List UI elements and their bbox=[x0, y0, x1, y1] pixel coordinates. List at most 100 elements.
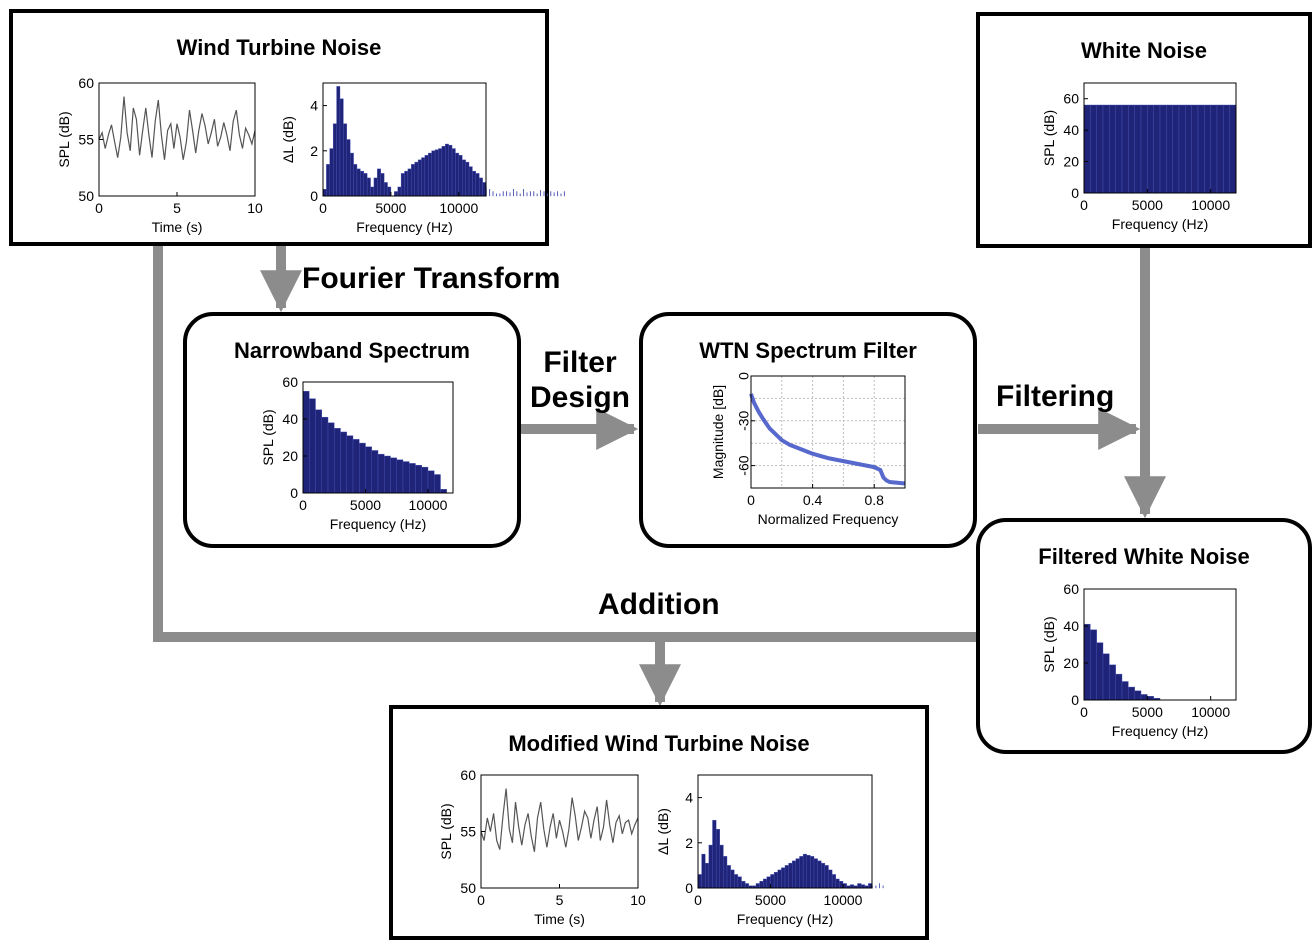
bar bbox=[390, 457, 397, 494]
x-tick-label: 5 bbox=[173, 200, 181, 216]
bar bbox=[448, 144, 453, 197]
bar bbox=[1204, 104, 1211, 194]
box-title: Wind Turbine Noise bbox=[176, 35, 382, 60]
bar bbox=[533, 191, 535, 197]
bar bbox=[479, 177, 483, 197]
x-tick-label: 10 bbox=[630, 892, 646, 908]
bar bbox=[536, 193, 538, 197]
bar bbox=[322, 189, 327, 197]
bar bbox=[458, 155, 463, 197]
bar bbox=[468, 166, 473, 197]
y-axis-label: SPL (dB) bbox=[438, 803, 454, 859]
bar bbox=[860, 884, 865, 889]
bar bbox=[806, 855, 811, 889]
bar bbox=[402, 461, 410, 494]
step-addition: Addition bbox=[598, 588, 720, 621]
box-wtn-spectrum-filter: WTN Spectrum Filter 0 0.4 0.8 0 -30 -60 Normal… bbox=[639, 312, 977, 548]
y-tick-label: 50 bbox=[78, 188, 94, 204]
y-tick-label: 0 bbox=[736, 372, 752, 380]
x-axis-label: Frequency (Hz) bbox=[330, 516, 426, 532]
bar bbox=[434, 149, 439, 197]
bar bbox=[440, 489, 447, 494]
box-title: WTN Spectrum Filter bbox=[699, 338, 917, 363]
y-tick-label: 20 bbox=[282, 448, 298, 464]
bar bbox=[397, 186, 402, 197]
plot-frame bbox=[322, 82, 487, 197]
bar bbox=[529, 191, 531, 197]
line-wtn-to-addition bbox=[153, 244, 662, 642]
wtn-time-plot: 0 5 10 50 55 60 Time (s) SPL (dB) bbox=[56, 75, 263, 235]
bar bbox=[550, 191, 552, 197]
bar bbox=[737, 876, 742, 889]
bar bbox=[755, 883, 760, 889]
bar bbox=[773, 871, 778, 889]
bar bbox=[365, 446, 372, 494]
bar bbox=[377, 168, 381, 197]
y-tick-label: 40 bbox=[282, 411, 298, 427]
x-tick-label: 0.4 bbox=[803, 492, 823, 508]
filtered-noise-spectrum-plot: 0 5000 10000 0 20 40 60 Frequency (Hz) SPL (dB) bbox=[1041, 581, 1237, 739]
bar bbox=[821, 862, 826, 889]
bar bbox=[371, 450, 379, 494]
bar bbox=[875, 885, 877, 889]
bar bbox=[1134, 690, 1142, 701]
bar bbox=[499, 193, 501, 197]
plot-frame bbox=[697, 774, 873, 889]
bar bbox=[526, 192, 528, 197]
y-axis-label: SPL (dB) bbox=[56, 111, 72, 167]
bar bbox=[327, 422, 335, 494]
x-tick-label: 10000 bbox=[1191, 197, 1230, 213]
box-filtered-white-noise: Filtered White Noise 0 5000 10000 0 20 40 60 Fr… bbox=[976, 518, 1312, 754]
y-tick-label: 50 bbox=[460, 880, 476, 896]
box-white-noise: White Noise 0 5000 10000 0 20 40 60 Frequency (… bbox=[976, 12, 1312, 248]
y-tick-label: 0 bbox=[1071, 692, 1079, 708]
step-fourier-transform: Fourier Transform bbox=[302, 262, 561, 295]
x-axis-label: Frequency (Hz) bbox=[1112, 216, 1208, 232]
bar bbox=[777, 869, 782, 889]
bar bbox=[824, 865, 829, 889]
bar bbox=[340, 431, 347, 494]
bar bbox=[1140, 694, 1148, 701]
y-tick-label: 40 bbox=[1063, 618, 1079, 634]
bar bbox=[1109, 104, 1116, 194]
y-tick-label: 20 bbox=[1063, 154, 1079, 170]
bar bbox=[831, 874, 836, 889]
y-tick-label: 0 bbox=[1071, 185, 1079, 201]
bar bbox=[394, 191, 398, 197]
x-axis-label: Frequency (Hz) bbox=[737, 911, 833, 927]
bar bbox=[850, 884, 855, 889]
x-tick-label: 5 bbox=[556, 892, 564, 908]
bar bbox=[512, 189, 514, 197]
bar bbox=[451, 148, 456, 197]
bar bbox=[472, 170, 477, 197]
x-tick-label: 10 bbox=[247, 200, 263, 216]
bar bbox=[427, 470, 435, 494]
bar bbox=[383, 182, 388, 197]
bar bbox=[438, 148, 443, 197]
bar bbox=[356, 168, 361, 197]
bar bbox=[428, 152, 432, 197]
box-title: Filtered White Noise bbox=[1038, 544, 1250, 569]
bar bbox=[799, 856, 804, 889]
x-axis-label: Frequency (Hz) bbox=[1112, 723, 1208, 739]
y-tick-label: 4 bbox=[310, 98, 318, 114]
bar bbox=[879, 883, 880, 889]
series-line bbox=[480, 788, 639, 852]
bar bbox=[1115, 673, 1123, 701]
bar bbox=[407, 168, 412, 197]
bar bbox=[309, 398, 316, 494]
step-filter-design: Filter Design bbox=[528, 346, 632, 415]
bar bbox=[360, 170, 364, 197]
bar bbox=[842, 883, 847, 889]
bar bbox=[424, 155, 429, 197]
bar bbox=[1166, 104, 1173, 194]
y-tick-label: -60 bbox=[736, 455, 752, 475]
bar bbox=[326, 164, 330, 197]
bar bbox=[329, 148, 334, 197]
bar bbox=[1172, 104, 1180, 194]
bar bbox=[404, 170, 409, 197]
bar bbox=[519, 193, 521, 197]
bar bbox=[489, 189, 491, 197]
bar bbox=[332, 123, 337, 197]
